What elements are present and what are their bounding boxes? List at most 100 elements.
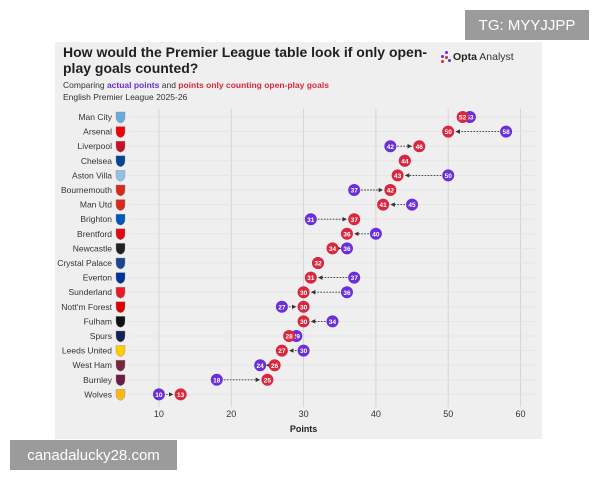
openplay-value-aston-villa: 43 bbox=[394, 173, 402, 180]
actual-dot-burnley bbox=[210, 373, 223, 386]
team-label-leeds-united: Leeds United bbox=[62, 346, 112, 356]
openplay-value-spurs: 28 bbox=[285, 334, 293, 341]
subtitle-mid: and bbox=[159, 80, 179, 90]
club-badge-icon bbox=[115, 155, 126, 168]
club-badge-icon bbox=[115, 111, 126, 124]
actual-value-sunderland: 36 bbox=[343, 290, 351, 297]
actual-value-wolves: 10 bbox=[155, 392, 163, 399]
openplay-dot-sunderland bbox=[297, 286, 310, 299]
actual-value-newcastle: 36 bbox=[343, 246, 351, 253]
team-label-man-utd: Man Utd bbox=[80, 200, 112, 210]
openplay-dot-burnley bbox=[261, 373, 274, 386]
subtitle-actual-legend: actual points bbox=[106, 80, 160, 90]
team-label-west-ham: West Ham bbox=[72, 360, 112, 370]
brand-light: Analyst bbox=[479, 51, 514, 63]
club-badge-icon bbox=[115, 360, 126, 372]
team-label-chelsea: Chelsea bbox=[81, 156, 112, 166]
openplay-value-fulham: 30 bbox=[300, 319, 308, 326]
actual-dot-man-utd bbox=[406, 198, 419, 211]
openplay-value-chelsea: 44 bbox=[401, 158, 409, 165]
actual-dot-brentford bbox=[369, 227, 382, 240]
openplay-dot-crystal-palace bbox=[312, 257, 325, 269]
team-label-aston-villa: Aston Villa bbox=[72, 170, 112, 180]
actual-value-nott-m-forest: 27 bbox=[278, 304, 286, 311]
openplay-dot-fulham bbox=[297, 315, 310, 328]
openplay-value-nott-m-forest: 30 bbox=[300, 304, 308, 311]
openplay-dot-man-utd bbox=[377, 198, 390, 211]
actual-dot-bournemouth bbox=[348, 184, 361, 196]
actual-dot-liverpool bbox=[384, 140, 397, 153]
team-label-nott-m-forest: Nott'm Forest bbox=[61, 302, 112, 312]
actual-value-arsenal: 58 bbox=[502, 129, 510, 136]
openplay-dot-man-city bbox=[456, 111, 469, 123]
openplay-dot-arsenal bbox=[442, 125, 455, 138]
subtitle-prefix: Comparing bbox=[63, 80, 107, 90]
openplay-value-brighton: 37 bbox=[351, 217, 359, 224]
club-badge-icon bbox=[115, 170, 126, 182]
openplay-value-man-utd: 41 bbox=[380, 202, 388, 209]
openplay-value-burnley: 25 bbox=[264, 377, 272, 384]
actual-dot-leeds-united bbox=[297, 344, 310, 357]
chart-title: How would the Premier League table look … bbox=[63, 44, 428, 76]
telegram-watermark: TG: MYYJJPP bbox=[465, 10, 589, 40]
club-badge-icon bbox=[115, 243, 126, 255]
openplay-dot-leeds-united bbox=[275, 344, 288, 357]
team-label-newcastle: Newcastle bbox=[73, 243, 112, 253]
openplay-value-wolves: 13 bbox=[177, 392, 185, 399]
club-badge-icon bbox=[115, 316, 126, 328]
club-badge-icon bbox=[115, 126, 126, 138]
openplay-value-liverpool: 46 bbox=[416, 144, 424, 151]
actual-value-liverpool: 42 bbox=[387, 144, 395, 151]
actual-dot-west-ham bbox=[254, 359, 267, 372]
opta-logo-icon bbox=[441, 51, 451, 63]
team-label-sunderland: Sunderland bbox=[69, 287, 113, 297]
actual-dot-sunderland bbox=[340, 286, 353, 299]
team-label-burnley: Burnley bbox=[83, 375, 113, 385]
actual-value-aston-villa: 50 bbox=[445, 173, 453, 180]
actual-dot-wolves bbox=[152, 388, 165, 401]
team-label-brighton: Brighton bbox=[80, 214, 112, 224]
openplay-value-west-ham: 26 bbox=[271, 363, 279, 370]
team-label-everton: Everton bbox=[83, 273, 113, 283]
club-badge-icon bbox=[115, 374, 126, 387]
openplay-value-arsenal: 50 bbox=[445, 129, 453, 136]
brand-bold: Opta bbox=[453, 51, 477, 63]
actual-dot-arsenal bbox=[500, 125, 513, 138]
openplay-value-sunderland: 30 bbox=[300, 290, 308, 297]
team-label-fulham: Fulham bbox=[84, 316, 112, 326]
openplay-value-man-city: 52 bbox=[459, 115, 467, 122]
actual-dot-aston-villa bbox=[442, 169, 455, 182]
openplay-dot-everton bbox=[304, 271, 317, 284]
openplay-dot-spurs bbox=[283, 330, 296, 342]
club-badge-icon bbox=[115, 199, 126, 211]
actual-value-everton: 37 bbox=[351, 275, 359, 282]
actual-dot-fulham bbox=[326, 315, 339, 328]
actual-dot-brighton bbox=[304, 213, 317, 226]
openplay-dot-brighton bbox=[348, 213, 361, 226]
openplay-value-newcastle: 34 bbox=[329, 246, 337, 253]
team-label-brentford: Brentford bbox=[77, 229, 112, 239]
club-badge-icon bbox=[115, 141, 126, 153]
actual-value-spurs: 29 bbox=[293, 334, 301, 341]
x-tick-20: 20 bbox=[226, 409, 236, 419]
opta-analyst-logo: Opta Analyst bbox=[441, 51, 514, 63]
x-axis-label: Points bbox=[290, 424, 318, 434]
actual-value-man-city: 53 bbox=[466, 115, 474, 122]
openplay-dot-aston-villa bbox=[391, 169, 404, 182]
website-watermark: canadalucky28.com bbox=[10, 440, 177, 470]
x-tick-10: 10 bbox=[154, 409, 164, 419]
actual-dot-newcastle bbox=[340, 242, 353, 255]
actual-value-leeds-united: 30 bbox=[300, 348, 308, 355]
dot-plot: Man City Arsenal Liverpool Chelsea Aston Vil… bbox=[57, 109, 535, 434]
actual-dot-everton bbox=[348, 271, 361, 284]
openplay-value-bournemouth: 42 bbox=[387, 188, 395, 195]
x-tick-50: 50 bbox=[443, 409, 453, 419]
actual-value-brentford: 40 bbox=[372, 231, 380, 238]
openplay-dot-newcastle bbox=[326, 242, 339, 255]
club-badge-icon bbox=[115, 228, 126, 241]
club-badge-icon bbox=[115, 330, 126, 343]
x-tick-40: 40 bbox=[371, 409, 381, 419]
club-badge-icon bbox=[115, 287, 126, 299]
actual-value-fulham: 34 bbox=[329, 319, 337, 326]
actual-value-west-ham: 24 bbox=[257, 363, 265, 370]
